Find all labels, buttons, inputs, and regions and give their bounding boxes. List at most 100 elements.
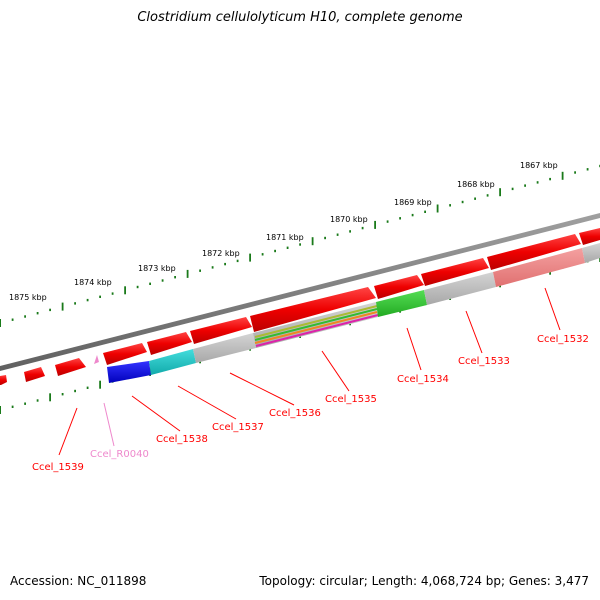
gene-arrow [579, 228, 600, 245]
ruler-dot [24, 315, 26, 318]
gene-block-gray [424, 272, 496, 305]
ruler-dot [386, 220, 389, 223]
gene-arrow [103, 343, 147, 365]
ruler-dot [74, 389, 76, 393]
forward-strand-track [0, 228, 600, 385]
ruler-dot [274, 249, 276, 253]
gene-arrow [250, 287, 376, 332]
ruler-dot [461, 200, 464, 204]
accession-text: Accession: NC_011898 [10, 574, 147, 588]
ruler-dot [199, 269, 201, 272]
gene-arrow [0, 375, 7, 385]
gene-block-cyan [149, 349, 196, 375]
ruler-dot [324, 236, 326, 240]
ruler-major-tick [99, 380, 101, 389]
gene-arrow [421, 258, 489, 286]
ruler-label: 1869 kbp [394, 198, 432, 207]
gene-label[interactable]: Ccel_1535 [325, 394, 377, 405]
ruler-dot [586, 168, 589, 171]
ruler-dot [36, 312, 39, 315]
ruler-major-tick [61, 302, 64, 311]
ruler-dot [11, 318, 14, 321]
gene-label[interactable]: Ccel_R0040 [90, 449, 149, 460]
ruler-dot [486, 194, 489, 197]
gene-arrow [190, 317, 252, 344]
ruler-dot [261, 253, 264, 256]
gene-label[interactable]: Ccel_1533 [458, 356, 510, 367]
ruler-major-tick [186, 269, 189, 278]
reverse-strand-track [94, 243, 600, 383]
ruler-dot [574, 171, 576, 174]
stripe-magenta [255, 314, 379, 347]
gene-label[interactable]: Ccel_1534 [397, 374, 449, 385]
gene-block-pink [493, 248, 585, 287]
ruler-label: 1873 kbp [138, 264, 176, 273]
gene-label[interactable]: Ccel_1537 [212, 422, 264, 433]
ruler-dot [299, 243, 301, 246]
rna-gene-marker [94, 355, 99, 364]
outer-ruler [0, 164, 600, 327]
ruler-major-tick [124, 286, 126, 295]
ruler-label: 1871 kbp [266, 233, 304, 242]
ruler-dot [24, 402, 26, 405]
ruler-major-tick [0, 406, 1, 414]
stripe-olive [254, 305, 378, 338]
ruler-major-tick [249, 253, 251, 262]
ruler-dot [74, 302, 76, 305]
genome-backbone [0, 213, 600, 371]
gene-block-gray [582, 243, 600, 263]
ruler-dot [511, 187, 514, 191]
ruler-dot [399, 217, 401, 220]
ruler-label: 1867 kbp [520, 161, 558, 170]
ruler-dot [211, 266, 214, 269]
gene-arrow [374, 275, 424, 299]
ruler-dot [149, 282, 151, 285]
ruler-dot [236, 259, 239, 263]
ruler-dot [361, 226, 364, 230]
ruler-dot [49, 308, 51, 312]
ruler-major-tick [0, 319, 1, 327]
ruler-dot [99, 295, 101, 298]
gene-block-blue [107, 361, 151, 383]
ruler-dot [349, 230, 351, 233]
ruler-label: 1868 kbp [457, 180, 495, 189]
gene-label[interactable]: Ccel_1532 [537, 334, 589, 345]
stripe-green [254, 308, 378, 341]
ruler-major-tick [49, 393, 51, 402]
ruler-dot [61, 393, 64, 396]
ruler-label: 1872 kbp [202, 249, 240, 258]
ruler-labels: 1867 kbp 1868 kbp 1869 kbp 1870 kbp 1871… [9, 161, 558, 302]
ruler-label: 1870 kbp [330, 215, 368, 224]
gene-arrow [487, 234, 581, 270]
ruler-label: 1875 kbp [9, 293, 47, 302]
ruler-major-tick [499, 188, 501, 197]
ruler-dot [11, 405, 14, 408]
ruler-dot [161, 279, 164, 282]
ruler-dot [524, 184, 526, 187]
ruler-dot [449, 204, 451, 207]
gene-arrow [147, 332, 192, 355]
ruler-label: 1874 kbp [74, 278, 112, 287]
ruler-dot [36, 399, 39, 402]
ruler-dot [111, 292, 114, 295]
gene-block-gray [193, 333, 256, 363]
ruler-dot [336, 233, 339, 236]
ruler-major-tick [374, 220, 376, 229]
ruler-dot [474, 197, 476, 200]
ruler-dot [549, 177, 551, 181]
ruler-dot [86, 298, 89, 302]
gene-arrow [24, 367, 45, 382]
ruler-dot [536, 181, 539, 184]
gene-labels: Ccel_1532 Ccel_1533 Ccel_1534 Ccel_1535 … [32, 334, 589, 473]
ruler-major-tick [561, 171, 564, 180]
gene-label[interactable]: Ccel_1536 [269, 408, 321, 419]
ruler-major-tick [311, 237, 314, 246]
stripe-orange [254, 311, 378, 344]
ruler-dot [174, 276, 176, 279]
ruler-dot [424, 210, 426, 213]
gene-label[interactable]: Ccel_1539 [32, 462, 84, 473]
gene-label[interactable]: Ccel_1538 [156, 434, 208, 445]
ruler-dot [224, 262, 226, 266]
